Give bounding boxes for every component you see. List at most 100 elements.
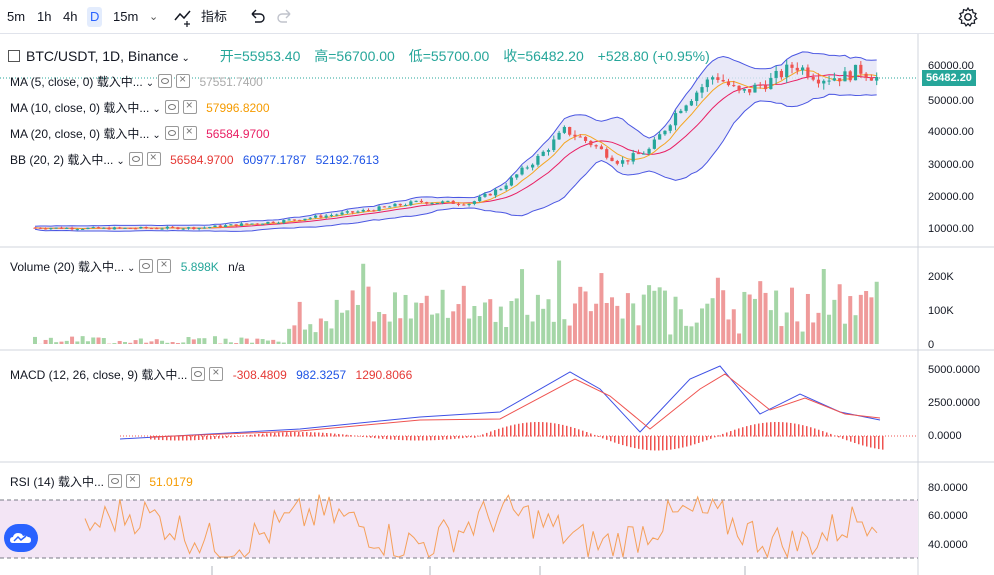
macd-hist-bar: [390, 436, 392, 440]
macd-hist-bar: [310, 432, 312, 437]
volume-bar: [594, 303, 599, 344]
ma10-label[interactable]: MA (10, close, 0) 载入中...: [10, 101, 150, 115]
volume-bar: [271, 339, 276, 344]
macd-hist-bar: [790, 422, 792, 437]
candle-body: [245, 223, 249, 225]
ohlc-open: 开=55953.40: [219, 48, 301, 64]
rsi-label[interactable]: RSI (14) 载入中...: [10, 475, 105, 489]
macd-hist-bar: [306, 432, 308, 437]
macd-tick: 5000.0000: [928, 364, 980, 376]
ma10-legend[interactable]: MA (10, close, 0) 载入中...⌄ 57996.8200: [10, 98, 270, 116]
macd-label[interactable]: MACD (12, 26, close, 9) 载入中...: [10, 368, 188, 382]
macd-hist-bar: [178, 436, 180, 441]
close-icon[interactable]: [182, 124, 197, 140]
candle-body: [748, 89, 752, 93]
candle-body: [308, 217, 312, 219]
indicators-icon[interactable]: [172, 6, 194, 28]
undo-icon[interactable]: [246, 6, 268, 28]
interval-5m[interactable]: 5m: [7, 9, 26, 24]
macd-hist-bar: [586, 432, 588, 437]
interval-dropdown-chevron-icon[interactable]: ⌄: [149, 11, 159, 23]
macd-hist-bar: [554, 423, 556, 437]
close-icon[interactable]: [146, 150, 161, 166]
volume-legend[interactable]: Volume (20) 载入中...⌄ 5.898K n/a: [10, 257, 245, 275]
volume-bar: [583, 291, 588, 344]
macd-hist-bar: [830, 433, 832, 437]
volume-bar: [197, 338, 202, 344]
macd-hist-bar: [238, 436, 240, 437]
eye-icon[interactable]: [164, 126, 179, 140]
macd-hist-bar: [406, 436, 408, 441]
settings-gear-icon[interactable]: [957, 6, 979, 28]
macd-hist-bar: [822, 431, 824, 437]
volume-bar: [334, 299, 339, 344]
ohlc-close: 收=56482.20: [503, 48, 584, 64]
interval-d[interactable]: D: [87, 7, 103, 27]
volume-bar: [181, 342, 186, 344]
volume-bar: [302, 329, 307, 344]
chevron-down-icon[interactable]: ⌄: [181, 53, 190, 64]
chevron-down-icon[interactable]: ⌄: [145, 78, 155, 89]
chevron-down-icon[interactable]: ⌄: [127, 263, 136, 274]
volume-bar: [520, 269, 525, 344]
chevron-down-icon[interactable]: ⌄: [116, 156, 125, 167]
candle-body: [779, 70, 784, 78]
eye-icon[interactable]: [191, 367, 206, 381]
ma10-value: 57996.8200: [206, 101, 270, 115]
candle-body: [218, 225, 222, 227]
redo-icon[interactable]: [274, 6, 296, 28]
eye-icon[interactable]: [164, 100, 179, 114]
close-icon[interactable]: [176, 72, 191, 88]
volume-bar: [414, 302, 419, 344]
eye-icon[interactable]: [139, 259, 154, 273]
macd-hist-bar: [430, 436, 432, 441]
volume-tick: 200K: [928, 271, 954, 283]
collapse-legend-icon[interactable]: [8, 50, 20, 62]
candle-body: [33, 227, 37, 229]
bb-upper-value: 60977.1787: [242, 153, 307, 167]
symbol-title[interactable]: BTC/USDT, 1D, Binance: [26, 48, 179, 64]
eye-icon[interactable]: [128, 152, 143, 166]
candle-body: [816, 79, 821, 84]
chart-canvas[interactable]: 60000.00 50000.00 40000.00 30000.00 2000…: [0, 34, 994, 575]
macd-hist-bar: [170, 436, 172, 441]
interval-1h[interactable]: 1h: [37, 9, 52, 24]
ma5-legend[interactable]: MA (5, close, 0) 载入中...⌄ 57551.7400: [10, 72, 263, 90]
close-icon[interactable]: [126, 472, 141, 488]
macd-hist-bar: [798, 424, 800, 437]
tradingview-logo[interactable]: [4, 524, 38, 552]
eye-icon[interactable]: [158, 74, 173, 88]
macd-hist-bar: [542, 422, 544, 437]
ma20-legend[interactable]: MA (20, close, 0) 载入中...⌄ 56584.9700: [10, 124, 270, 142]
ma5-label[interactable]: MA (5, close, 0) 载入中...: [10, 75, 143, 89]
chevron-down-icon[interactable]: ⌄: [152, 104, 161, 115]
macd-hist-bar: [258, 434, 260, 437]
candle-body: [65, 227, 69, 229]
chevron-down-icon[interactable]: ⌄: [152, 130, 161, 141]
macd-legend[interactable]: MACD (12, 26, close, 9) 载入中... -308.4809…: [10, 365, 412, 383]
candle-body: [705, 79, 709, 88]
close-icon[interactable]: [182, 98, 197, 114]
volume-bar: [392, 292, 397, 344]
interval-4h[interactable]: 4h: [63, 9, 78, 24]
bb-legend[interactable]: BB (20, 2) 载入中...⌄ 56584.9700 60977.1787…: [10, 150, 379, 168]
candle-body: [679, 110, 683, 114]
macd-hist-bar: [566, 425, 568, 437]
macd-hist-bar: [318, 432, 320, 437]
close-icon[interactable]: [209, 365, 224, 381]
candle-body: [276, 222, 281, 224]
candle-body: [742, 89, 746, 91]
eye-icon[interactable]: [108, 474, 123, 488]
indicators-button[interactable]: 指标: [201, 9, 228, 24]
bb-label[interactable]: BB (20, 2) 载入中...: [10, 153, 114, 167]
volume-bar: [541, 308, 546, 344]
macd-hist-bar: [770, 422, 772, 437]
volume-bar: [477, 316, 482, 344]
close-icon[interactable]: [157, 257, 172, 273]
candle-body: [541, 151, 545, 156]
volume-bar: [514, 298, 519, 344]
rsi-legend[interactable]: RSI (14) 载入中... 51.0179: [10, 472, 193, 490]
volume-label[interactable]: Volume (20) 载入中...: [10, 260, 125, 274]
ma20-label[interactable]: MA (20, close, 0) 载入中...: [10, 127, 150, 141]
interval-15m[interactable]: 15m: [113, 9, 139, 24]
